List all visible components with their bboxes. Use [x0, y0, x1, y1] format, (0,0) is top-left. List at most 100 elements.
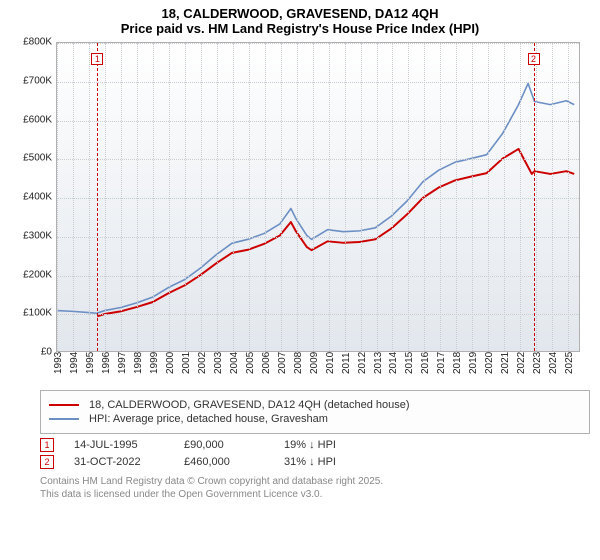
gridline-vertical — [552, 43, 553, 351]
y-axis-tick-label: £200K — [10, 269, 52, 280]
x-axis-tick-label: 2020 — [484, 352, 495, 374]
legend-item: 18, CALDERWOOD, GRAVESEND, DA12 4QH (det… — [49, 399, 581, 411]
gridline-horizontal — [57, 198, 579, 199]
gridline-horizontal — [57, 276, 579, 277]
gridline-vertical — [153, 43, 154, 351]
gridline-vertical — [201, 43, 202, 351]
gridline-vertical — [233, 43, 234, 351]
sales-row: 231-OCT-2022£460,00031% ↓ HPI — [40, 455, 590, 469]
gridline-vertical — [424, 43, 425, 351]
gridline-vertical — [89, 43, 90, 351]
x-axis-tick-label: 1999 — [149, 352, 160, 374]
gridline-horizontal — [57, 82, 579, 83]
x-axis-tick-label: 2004 — [229, 352, 240, 374]
x-axis-tick-label: 1994 — [69, 352, 80, 374]
x-axis-tick-label: 2019 — [468, 352, 479, 374]
sale-marker-badge: 1 — [91, 53, 103, 65]
y-axis-tick-label: £700K — [10, 75, 52, 86]
x-axis-tick-label: 2010 — [325, 352, 336, 374]
x-axis-tick-label: 2016 — [420, 352, 431, 374]
x-axis-labels: 1993199419951996199719981999200020012002… — [56, 356, 580, 388]
gridline-vertical — [121, 43, 122, 351]
gridline-vertical — [536, 43, 537, 351]
sale-price: £90,000 — [184, 439, 284, 451]
gridline-horizontal — [57, 237, 579, 238]
x-axis-tick-label: 2023 — [532, 352, 543, 374]
gridline-vertical — [57, 43, 58, 351]
x-axis-tick-label: 1997 — [117, 352, 128, 374]
gridline-vertical — [472, 43, 473, 351]
gridline-vertical — [440, 43, 441, 351]
sale-hpi-delta: 31% ↓ HPI — [284, 456, 394, 468]
chart-title: 18, CALDERWOOD, GRAVESEND, DA12 4QH Pric… — [0, 0, 600, 38]
x-axis-tick-label: 2008 — [293, 352, 304, 374]
x-axis-tick-label: 2014 — [388, 352, 399, 374]
y-axis-tick-label: £600K — [10, 114, 52, 125]
x-axis-tick-label: 1996 — [101, 352, 112, 374]
footer-line-2: This data is licensed under the Open Gov… — [40, 488, 590, 501]
legend-label: 18, CALDERWOOD, GRAVESEND, DA12 4QH (det… — [89, 399, 410, 411]
gridline-vertical — [504, 43, 505, 351]
legend-swatch — [49, 404, 79, 406]
x-axis-tick-label: 2017 — [436, 352, 447, 374]
legend-label: HPI: Average price, detached house, Grav… — [89, 413, 328, 425]
sales-row: 1 14-JUL-1995£90,00019% ↓ HPI — [40, 438, 590, 452]
gridline-vertical — [73, 43, 74, 351]
gridline-vertical — [281, 43, 282, 351]
sales-table: 114-JUL-1995£90,00019% ↓ HPI231-OCT-2022… — [40, 438, 590, 469]
gridline-vertical — [377, 43, 378, 351]
gridline-vertical — [217, 43, 218, 351]
sale-marker-line — [534, 43, 535, 351]
gridline-vertical — [185, 43, 186, 351]
gridline-vertical — [520, 43, 521, 351]
gridline-vertical — [313, 43, 314, 351]
x-axis-tick-label: 2022 — [516, 352, 527, 374]
gridline-vertical — [329, 43, 330, 351]
y-axis-tick-label: £0 — [10, 347, 52, 358]
x-axis-tick-label: 2003 — [213, 352, 224, 374]
x-axis-tick-label: 2005 — [245, 352, 256, 374]
sale-price: £460,000 — [184, 456, 284, 468]
gridline-horizontal — [57, 43, 579, 44]
y-axis-tick-label: £100K — [10, 308, 52, 319]
legend-swatch — [49, 418, 79, 420]
footer-line-1: Contains HM Land Registry data © Crown c… — [40, 475, 590, 488]
x-axis-tick-label: 2013 — [373, 352, 384, 374]
sale-hpi-delta: 19% ↓ HPI — [284, 439, 394, 451]
sale-number-badge: 2 — [40, 455, 54, 469]
gridline-vertical — [105, 43, 106, 351]
y-axis-tick-label: £300K — [10, 230, 52, 241]
gridline-vertical — [408, 43, 409, 351]
line-chart-svg — [57, 43, 579, 351]
title-line-1: 18, CALDERWOOD, GRAVESEND, DA12 4QH — [0, 6, 600, 21]
x-axis-tick-label: 1995 — [85, 352, 96, 374]
gridline-horizontal — [57, 314, 579, 315]
gridline-vertical — [137, 43, 138, 351]
x-axis-tick-label: 2000 — [165, 352, 176, 374]
gridline-vertical — [249, 43, 250, 351]
chart-footer: Contains HM Land Registry data © Crown c… — [40, 475, 590, 501]
chart-container: 12 1993199419951996199719981999200020012… — [10, 38, 590, 388]
x-axis-tick-label: 2011 — [341, 352, 352, 374]
gridline-vertical — [297, 43, 298, 351]
y-axis-tick-label: £400K — [10, 192, 52, 203]
sale-marker-line — [97, 43, 98, 351]
x-axis-tick-label: 2015 — [404, 352, 415, 374]
gridline-horizontal — [57, 121, 579, 122]
sale-number-badge: 1 — [40, 438, 54, 452]
chart-legend: 18, CALDERWOOD, GRAVESEND, DA12 4QH (det… — [40, 390, 590, 434]
sale-date: 14-JUL-1995 — [74, 439, 184, 451]
x-axis-tick-label: 2001 — [181, 352, 192, 374]
gridline-vertical — [456, 43, 457, 351]
x-axis-tick-label: 1998 — [133, 352, 144, 374]
x-axis-tick-label: 2012 — [357, 352, 368, 374]
x-axis-tick-label: 2006 — [261, 352, 272, 374]
sale-marker-badge: 2 — [528, 53, 540, 65]
gridline-vertical — [169, 43, 170, 351]
legend-item: HPI: Average price, detached house, Grav… — [49, 413, 581, 425]
x-axis-tick-label: 1993 — [53, 352, 64, 374]
x-axis-tick-label: 2021 — [500, 352, 511, 374]
x-axis-tick-label: 2025 — [564, 352, 575, 374]
x-axis-tick-label: 2009 — [309, 352, 320, 374]
x-axis-tick-label: 2007 — [277, 352, 288, 374]
